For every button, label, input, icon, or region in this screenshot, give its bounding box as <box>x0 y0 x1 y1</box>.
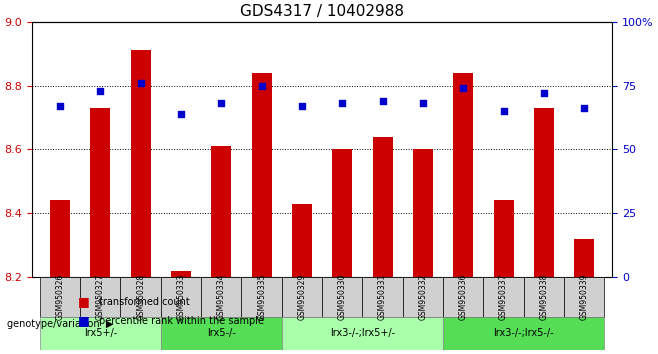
Text: GSM950332: GSM950332 <box>418 274 428 320</box>
Text: GSM950331: GSM950331 <box>378 274 387 320</box>
FancyBboxPatch shape <box>443 317 605 350</box>
Text: GSM950336: GSM950336 <box>459 274 468 320</box>
FancyBboxPatch shape <box>241 277 282 317</box>
Bar <box>130 50 151 277</box>
FancyBboxPatch shape <box>40 317 161 350</box>
FancyBboxPatch shape <box>322 277 363 317</box>
Text: GSM950338: GSM950338 <box>540 274 548 320</box>
FancyBboxPatch shape <box>564 277 605 317</box>
Bar <box>574 239 594 277</box>
Bar <box>413 149 433 277</box>
Bar <box>211 146 232 277</box>
Text: ■: ■ <box>78 295 90 308</box>
Bar <box>534 108 554 277</box>
Bar <box>171 270 191 277</box>
Text: transformed count: transformed count <box>99 297 190 307</box>
FancyBboxPatch shape <box>161 317 282 350</box>
FancyBboxPatch shape <box>403 277 443 317</box>
FancyBboxPatch shape <box>363 277 403 317</box>
Bar <box>494 200 514 277</box>
Text: GSM950328: GSM950328 <box>136 274 145 320</box>
Point <box>95 88 105 93</box>
FancyBboxPatch shape <box>484 277 524 317</box>
Bar <box>292 204 312 277</box>
Text: GSM950330: GSM950330 <box>338 274 347 320</box>
Point <box>55 103 65 109</box>
Text: GSM950334: GSM950334 <box>216 274 226 320</box>
FancyBboxPatch shape <box>40 277 80 317</box>
Text: genotype/variation  ▶: genotype/variation ▶ <box>7 319 113 329</box>
Title: GDS4317 / 10402988: GDS4317 / 10402988 <box>240 4 404 19</box>
Point <box>458 85 468 91</box>
Text: lrx3-/-;lrx5+/-: lrx3-/-;lrx5+/- <box>330 329 395 338</box>
Point <box>297 103 307 109</box>
Text: lrx5-/-: lrx5-/- <box>207 329 236 338</box>
Text: GSM950333: GSM950333 <box>176 274 186 320</box>
FancyBboxPatch shape <box>282 317 443 350</box>
Point <box>539 90 549 96</box>
Text: ■: ■ <box>78 314 90 327</box>
Text: lrx5+/-: lrx5+/- <box>84 329 117 338</box>
Text: GSM950337: GSM950337 <box>499 274 508 320</box>
FancyBboxPatch shape <box>80 277 120 317</box>
Point <box>498 108 509 114</box>
Text: GSM950335: GSM950335 <box>257 274 266 320</box>
FancyBboxPatch shape <box>443 277 484 317</box>
Text: GSM950326: GSM950326 <box>55 274 64 320</box>
FancyBboxPatch shape <box>282 277 322 317</box>
Point <box>176 111 186 116</box>
Bar <box>453 73 473 277</box>
FancyBboxPatch shape <box>161 277 201 317</box>
Bar <box>332 149 353 277</box>
Bar <box>372 137 393 277</box>
Point <box>579 105 590 111</box>
Point <box>377 98 388 104</box>
FancyBboxPatch shape <box>524 277 564 317</box>
Bar <box>251 73 272 277</box>
Text: GSM950339: GSM950339 <box>580 274 589 320</box>
Point <box>337 101 347 106</box>
Bar <box>90 108 111 277</box>
Point <box>418 101 428 106</box>
Text: GSM950329: GSM950329 <box>297 274 307 320</box>
Point <box>257 83 267 88</box>
FancyBboxPatch shape <box>120 277 161 317</box>
Text: lrx3-/-;lrx5-/-: lrx3-/-;lrx5-/- <box>494 329 554 338</box>
FancyBboxPatch shape <box>201 277 241 317</box>
Point <box>136 80 146 86</box>
Text: percentile rank within the sample: percentile rank within the sample <box>99 316 264 326</box>
Text: GSM950327: GSM950327 <box>96 274 105 320</box>
Bar <box>50 200 70 277</box>
Point <box>216 101 226 106</box>
